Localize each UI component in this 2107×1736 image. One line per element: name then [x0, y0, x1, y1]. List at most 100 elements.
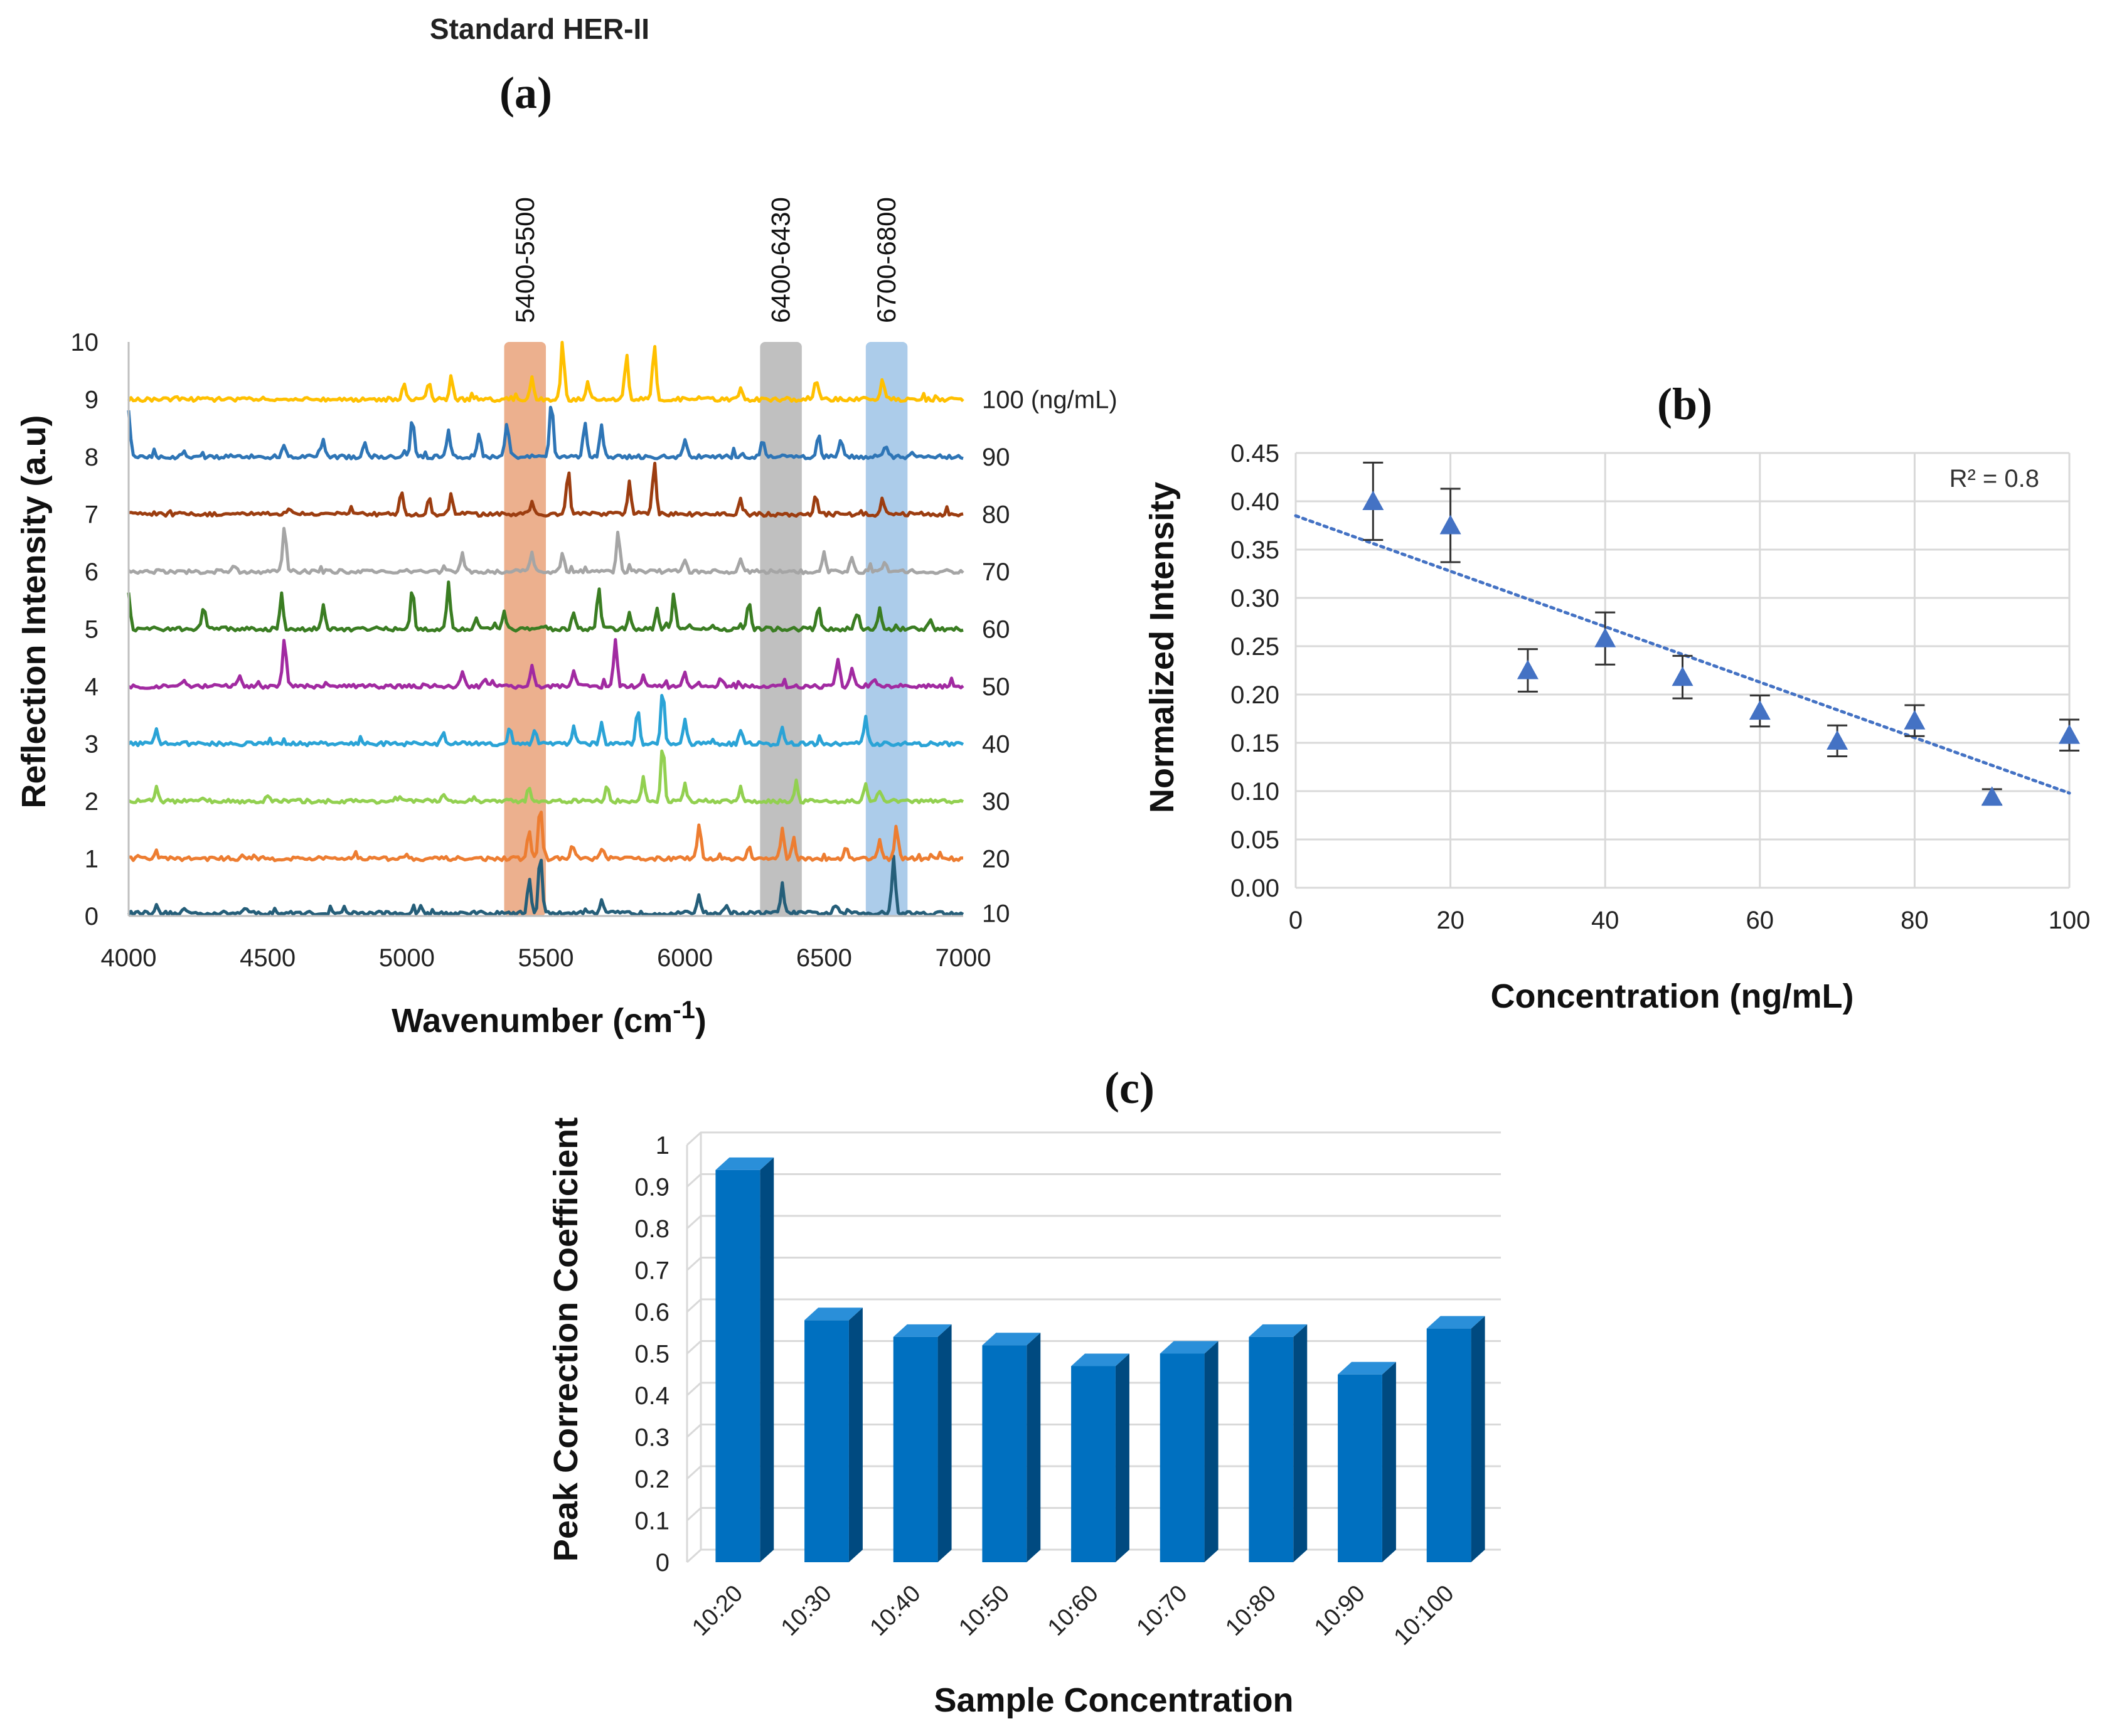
panel-b-y-tick-label: 0.00 — [1230, 875, 1279, 902]
panel-b-label: (b) — [1657, 379, 1712, 429]
panel-a-y-tick-label: 6 — [85, 558, 99, 586]
panel-c-x-tick-label: 10:30 — [776, 1580, 837, 1641]
panel-a-y-axis-title: Reflection Intensity (a.u) — [15, 415, 53, 808]
panel-c-bar-top-10:30 — [804, 1307, 863, 1321]
panel-c-bar-side-10:40 — [937, 1324, 952, 1562]
panel-a-y-tick-label: 7 — [85, 501, 99, 529]
panel-c-bar-10:30 — [804, 1320, 849, 1562]
panel-c-bar-side-10:100 — [1471, 1316, 1485, 1562]
panel-a-band-label-3: 6700-6800 — [872, 197, 901, 323]
panel-c-x-tick-label: 10:40 — [865, 1580, 926, 1641]
panel-b-axes: 0.00 0.05 0.10 0.15 0.20 0.25 0.30 0.35 0.40 0.45… — [1230, 440, 2090, 934]
panel-c-bar-side-10:30 — [848, 1307, 863, 1562]
panel-a-x-tick-label: 6000 — [657, 944, 713, 972]
panel-b-data-point — [1981, 786, 2003, 806]
panel-b-annotation: R² = 0.8 — [1950, 465, 2039, 493]
panel-a-y-tick-label: 5 — [85, 616, 99, 644]
panel-b-data-point — [1362, 491, 1384, 510]
panel-b-data-point — [1439, 514, 1461, 535]
panel-c-bar-10:80 — [1249, 1336, 1294, 1562]
panel-b-y-tick-label: 0.15 — [1230, 730, 1279, 757]
panel-a-series-label-50: 50 — [982, 673, 1010, 701]
panel-c-y-tick-label: 0.2 — [634, 1466, 669, 1493]
panel-b-y-axis-title: Normalized Intensity — [1143, 482, 1181, 813]
panel-a-series-10-line — [127, 855, 964, 917]
panel-c-bar-side-10:80 — [1293, 1324, 1308, 1562]
panel-a-series-label-100: 100 (ng/mL) — [982, 386, 1118, 414]
panel-b-trendline-line — [1294, 514, 2071, 795]
panel-a-x-tick-label: 5500 — [518, 944, 574, 972]
panel-c-x-axis-title: Sample Concentration — [934, 1681, 1293, 1719]
panel-a-series-20-line — [128, 811, 964, 863]
panel-b-y-tick-label: 0.05 — [1230, 826, 1279, 854]
panel-a-band-label-2: 6400-6430 — [766, 197, 796, 323]
panel-c-bar-top-10:60 — [1071, 1353, 1129, 1366]
panel-c-x-tick-label: 10:60 — [1043, 1580, 1104, 1641]
panel-a-x-tick-label: 7000 — [936, 944, 991, 972]
panel-a-series-80-line — [128, 462, 964, 518]
panel-b-data-point — [1904, 710, 1926, 730]
panel-c-y-tick-label: 0.6 — [634, 1299, 669, 1326]
panel-b-points — [1362, 461, 2080, 806]
panel-b-data-point — [1594, 627, 1616, 647]
panel-a-series-30-line — [127, 749, 964, 805]
panel-a-x-tick-label: 5000 — [379, 944, 435, 972]
panel-a-y-tick-label: 1 — [85, 846, 99, 873]
panel-a-series-100-line — [127, 341, 964, 403]
panel-c-y-tick-label: 0.4 — [634, 1382, 669, 1410]
panel-c-bar-top-10:20 — [715, 1157, 774, 1170]
panel-b-y-tick-label: 0.25 — [1230, 633, 1279, 661]
panel-a-y-tick-label: 8 — [85, 444, 99, 471]
panel-c-gridline — [686, 1257, 1501, 1271]
panel-a-series-60-line — [127, 580, 964, 633]
panel-b-x-tick-label: 100 — [2049, 907, 2091, 934]
panel-b-x-tick-label: 80 — [1901, 907, 1929, 934]
panel-c-bar-side-10:60 — [1115, 1353, 1129, 1562]
panel-b-y-tick-label: 0.40 — [1230, 488, 1279, 516]
panel-a-axes: 0 1 2 3 4 5 6 7 8 9 10 4000 4500 5000 5500 6000 6500 7000 — [71, 329, 991, 972]
panel-c-y-tick-label: 0.7 — [634, 1257, 669, 1285]
panel-b-y-tick-label: 0.10 — [1230, 778, 1279, 806]
panel-c-y-tick-label: 1 — [656, 1132, 669, 1159]
panel-c-bar-side-10:20 — [760, 1157, 774, 1562]
panel-b-data-point — [1827, 730, 1848, 750]
panel-a-y-tick-label: 2 — [85, 788, 99, 816]
panel-a-band-label-1: 5400-5500 — [510, 197, 540, 323]
panel-c-bar-top-10:80 — [1249, 1324, 1308, 1337]
panel-a-series-label-90: 90 — [982, 444, 1010, 471]
panel-c-gridline — [686, 1298, 1501, 1313]
panel-b-data-point — [1749, 700, 1771, 720]
panel-c-x-tick-label: 10:90 — [1310, 1580, 1370, 1641]
panel-a-series-90-line — [127, 405, 964, 461]
panel-c-bar-top-10:50 — [982, 1333, 1041, 1346]
panel-c-gridline — [686, 1173, 1501, 1188]
panel-c-y-tick-label: 0.8 — [634, 1215, 669, 1243]
panel-a-x-axis-title: Wavenumber (cm-1) — [392, 996, 707, 1040]
panel-c-bar-10:50 — [982, 1345, 1027, 1562]
panel-a-series-label-30: 30 — [982, 788, 1010, 816]
panel-a-spectra-chart: (a) 5400-5500 6400-6430 6700-6800 10203040… — [15, 68, 1118, 1040]
panel-c-gridline — [686, 1131, 1501, 1146]
panel-c-x-tick-label: 10:50 — [954, 1580, 1015, 1641]
panel-b-y-tick-label: 0.30 — [1230, 585, 1279, 612]
panel-c-bar-top-10:40 — [893, 1324, 952, 1337]
panel-c-bar-10:40 — [893, 1336, 938, 1562]
panel-c-x-tick-label: 10:70 — [1132, 1580, 1193, 1641]
panel-a-x-axis-title-end: ) — [695, 1002, 707, 1040]
panel-b-trendline — [1294, 514, 2071, 795]
panel-c-x-tick-label: 10:80 — [1220, 1580, 1281, 1641]
panel-b-x-tick-label: 60 — [1746, 907, 1774, 934]
panel-c-bar-10:60 — [1071, 1366, 1116, 1562]
panel-c-bars — [715, 1157, 1485, 1562]
panel-c-bar-chart: (c) 0 0.1 0.2 0.3 0.4 0.5 0.6 0.7 0.8 0.9 1 10:20 10… — [547, 1063, 1501, 1719]
panel-c-gridlines — [686, 1131, 1501, 1563]
panel-c-bar-side-10:90 — [1382, 1361, 1396, 1562]
panel-c-y-tick-label: 0.9 — [634, 1174, 669, 1201]
panel-c-bar-side-10:50 — [1027, 1333, 1041, 1562]
panel-c-bar-top-10:70 — [1160, 1341, 1219, 1354]
panel-a-y-tick-label: 3 — [85, 731, 99, 759]
panel-a-x-tick-label: 4000 — [101, 944, 157, 972]
panel-b-scatter-chart: (b) 0.00 0.05 0.10 0.15 0.20 0.25 0.30 0.35 0.40… — [1143, 379, 2090, 1015]
panel-c-gridline — [686, 1215, 1501, 1230]
